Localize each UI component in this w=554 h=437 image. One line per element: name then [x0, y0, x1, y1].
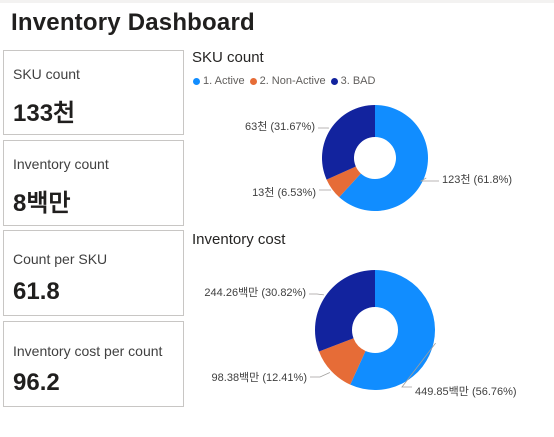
legend-dot-bad [330, 77, 338, 85]
kpi-label: SKU count [13, 66, 80, 82]
kpi-label: Inventory count [13, 156, 109, 172]
legend-label: 1. Active [203, 75, 245, 87]
kpi-value: 8백만 [13, 190, 71, 217]
kpi-value: 61.8 [13, 278, 60, 305]
chart-title-sku-count: SKU count [192, 49, 264, 66]
chart-title-inventory-cost: Inventory cost [192, 231, 286, 248]
data-label-active: 123천 (61.8%) [442, 172, 512, 186]
kpi-card-sku-count[interactable]: SKU count 133천 [3, 50, 184, 135]
leader-line [309, 293, 324, 296]
legend-dot-non-active [249, 77, 257, 85]
data-label-active: 449.85백만 (56.76%) [415, 385, 517, 398]
donut-slice-bad[interactable] [315, 270, 375, 352]
donut-slice-active[interactable] [339, 105, 428, 211]
kpi-label: Count per SKU [13, 251, 108, 267]
donut-slice-active[interactable] [350, 270, 435, 390]
donut-slice-non-active[interactable] [318, 338, 366, 385]
donut-slice-non-active[interactable] [326, 166, 361, 198]
leader-line [401, 342, 436, 388]
donut-slice-bad[interactable] [321, 105, 375, 180]
legend-item-non-active[interactable]: 2. Non-Active [249, 75, 326, 87]
kpi-card-count-per-sku[interactable]: Count per SKU 61.8 [3, 230, 184, 316]
data-label-bad: 63천 (31.67%) [245, 119, 315, 133]
kpi-value: 133천 [13, 100, 76, 127]
legend-item-active[interactable]: 1. Active [193, 75, 245, 87]
kpi-label: Inventory cost per count [13, 343, 163, 359]
kpi-card-inventory-cost-per-count[interactable]: Inventory cost per count 96.2 [3, 321, 184, 407]
legend-item-bad[interactable]: 3. BAD [330, 75, 376, 87]
legend-label: 3. BAD [340, 75, 376, 87]
kpi-card-inventory-count[interactable]: Inventory count 8백만 [3, 140, 184, 226]
top-border [0, 0, 554, 3]
data-label-bad: 244.26백만 (30.82%) [204, 286, 306, 299]
page-title: Inventory Dashboard [11, 9, 255, 36]
kpi-value: 96.2 [13, 369, 60, 396]
data-label-non-active: 13천 (6.53%) [252, 185, 316, 199]
leader-line [310, 372, 331, 378]
leader-line [419, 177, 439, 182]
legend-label: 2. Non-Active [259, 75, 326, 87]
chart-legend: 1. Active 2. Non-Active 3. BAD [193, 75, 380, 87]
data-label-non-active: 98.38백만 (12.41%) [212, 371, 307, 384]
legend-dot-active [193, 77, 200, 85]
